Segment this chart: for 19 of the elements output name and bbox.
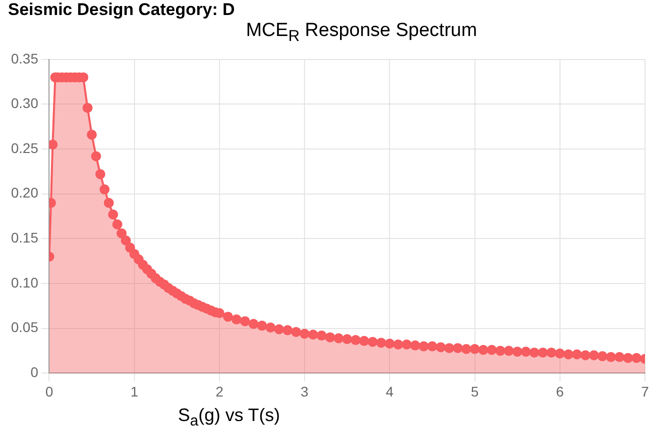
x-tick-label: 5 bbox=[470, 383, 479, 400]
y-tick-label: 0.20 bbox=[11, 184, 38, 201]
x-tick-label: 4 bbox=[386, 383, 394, 400]
x-tick-label: 7 bbox=[641, 383, 650, 400]
y-tick-label: 0.35 bbox=[11, 50, 38, 66]
x-tick-label: 0 bbox=[45, 383, 54, 400]
y-tick-label: 0.05 bbox=[11, 319, 38, 336]
y-tick-label: 0 bbox=[30, 364, 38, 380]
y-tick-label: 0.15 bbox=[11, 229, 38, 246]
chart-subtitle: MCE$_{R}$ Response Spectrum bbox=[244, 20, 478, 47]
x-tick-label: 3 bbox=[300, 383, 309, 400]
x-tick-label: 1 bbox=[130, 383, 138, 400]
y-tick-label: 0.30 bbox=[11, 94, 38, 111]
x-tick-label: 2 bbox=[216, 383, 224, 400]
x-tick-label: 6 bbox=[556, 383, 564, 400]
chart-title: Seismic Design Category: D bbox=[8, 0, 236, 20]
y-tick-label: 0.25 bbox=[11, 140, 38, 156]
x-axis-title: S$_{a}$(g) vs T(s) bbox=[178, 404, 282, 432]
y-tick-label: 0.10 bbox=[11, 274, 38, 290]
